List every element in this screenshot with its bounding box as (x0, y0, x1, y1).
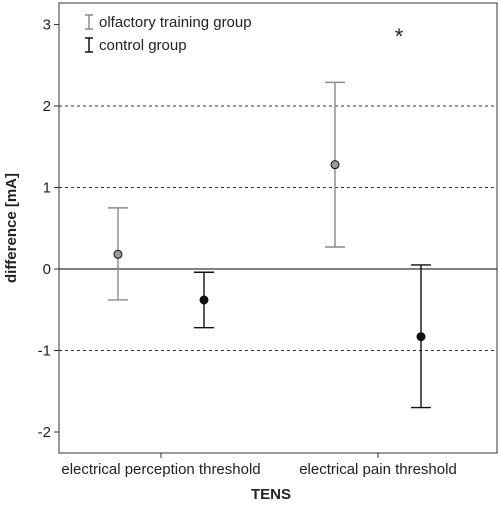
legend-control-icon (85, 37, 93, 53)
error-bar-point (325, 81, 345, 248)
plot-area (58, 2, 498, 454)
mean-marker (113, 249, 123, 259)
mean-marker (416, 332, 426, 342)
x-axis-title: TENS (251, 486, 291, 503)
mean-marker (330, 160, 340, 170)
legend-olfactory-label: olfactory training group (99, 14, 252, 31)
y-tick-label: 0 (43, 261, 51, 278)
y-tick-label: -1 (38, 343, 51, 360)
series-marks (108, 81, 431, 409)
x-category-label: electrical pain threshold (299, 461, 457, 478)
error-bar-point (108, 207, 128, 301)
x-category-label: electrical perception threshold (61, 461, 260, 478)
y-axis-ticks: -2 -1 0 1 2 3 (38, 17, 59, 441)
y-tick-label: -2 (38, 424, 51, 441)
significance-asterisk: * (395, 24, 404, 49)
legend-control-label: control group (99, 37, 187, 54)
grid-lines (59, 105, 497, 351)
error-bar-point (411, 264, 431, 409)
y-axis-title: difference [mA] (3, 173, 20, 283)
legend: olfactory training group control group (85, 14, 252, 54)
error-bar-point (194, 271, 214, 329)
y-tick-label: 1 (43, 180, 51, 197)
y-tick-label: 3 (43, 17, 51, 34)
x-axis-categories: electrical perception threshold electrica… (61, 453, 457, 478)
mean-marker (199, 295, 209, 305)
legend-olfactory-icon (85, 14, 93, 30)
y-tick-label: 2 (43, 98, 51, 115)
